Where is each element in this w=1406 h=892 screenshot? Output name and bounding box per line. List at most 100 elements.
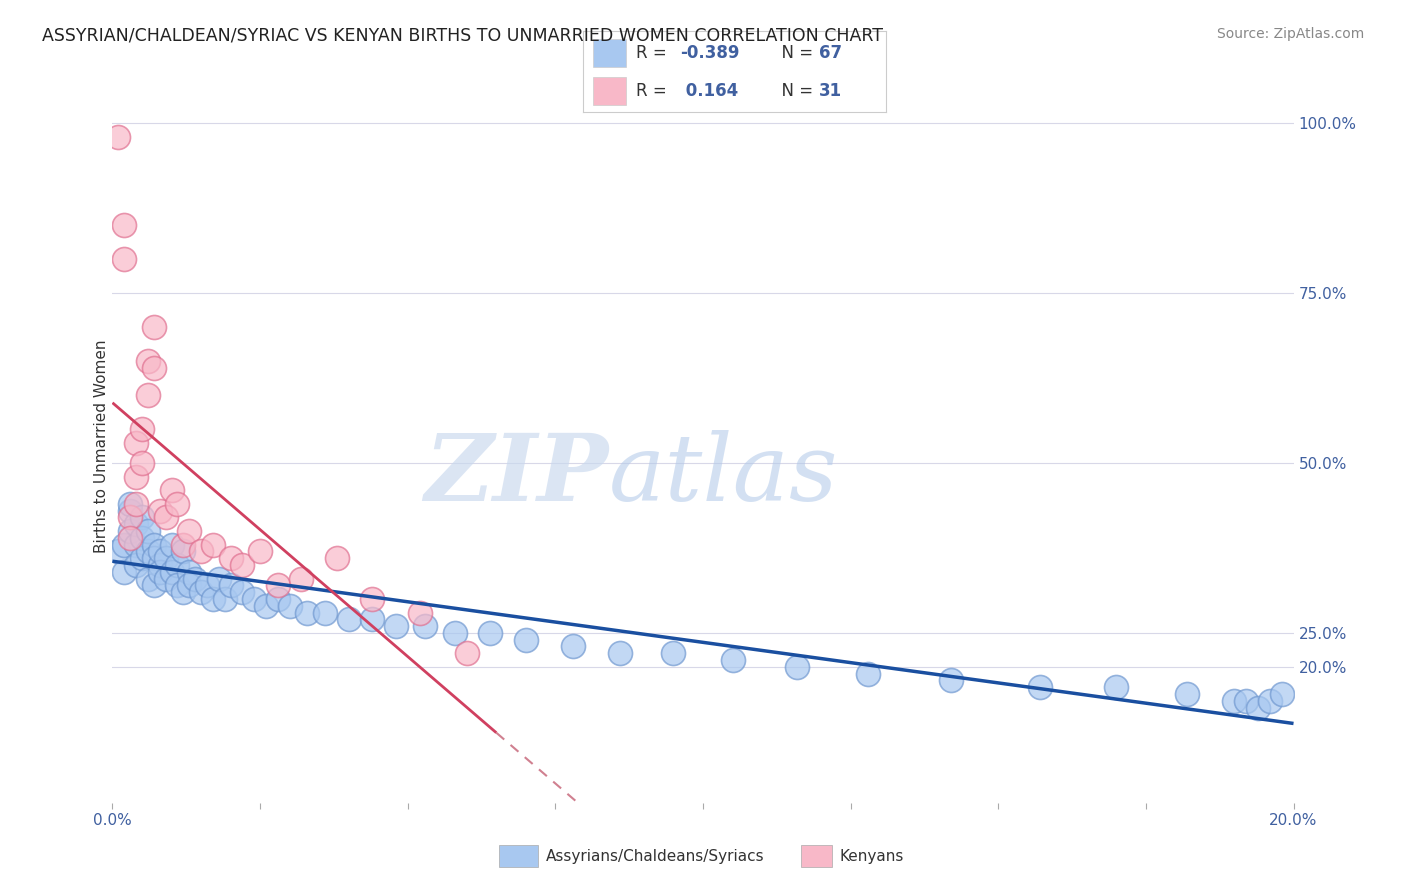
Text: 31: 31 — [820, 82, 842, 100]
Point — [361, 591, 384, 606]
Point — [385, 619, 408, 633]
Point — [166, 558, 188, 572]
Point — [120, 497, 142, 511]
Point — [155, 510, 177, 524]
Text: ASSYRIAN/CHALDEAN/SYRIAC VS KENYAN BIRTHS TO UNMARRIED WOMEN CORRELATION CHART: ASSYRIAN/CHALDEAN/SYRIAC VS KENYAN BIRTH… — [42, 27, 883, 45]
Point — [120, 510, 142, 524]
Point — [195, 578, 218, 592]
Point — [721, 653, 744, 667]
Text: N =: N = — [770, 82, 818, 100]
Point — [172, 544, 194, 558]
Text: Kenyans: Kenyans — [839, 849, 904, 863]
Point — [112, 252, 135, 266]
Text: -0.389: -0.389 — [681, 45, 740, 62]
Point — [136, 524, 159, 538]
Point — [131, 531, 153, 545]
Point — [125, 469, 148, 483]
Point — [120, 531, 142, 545]
Point — [1247, 700, 1270, 714]
Point — [858, 666, 880, 681]
Point — [1258, 694, 1281, 708]
FancyBboxPatch shape — [592, 77, 626, 105]
Point — [254, 599, 277, 613]
Point — [231, 558, 253, 572]
Point — [184, 572, 207, 586]
Point — [131, 551, 153, 566]
Point — [149, 544, 172, 558]
Point — [120, 503, 142, 517]
Text: R =: R = — [637, 45, 672, 62]
Point — [1105, 680, 1128, 694]
Point — [112, 218, 135, 232]
Point — [136, 354, 159, 368]
Text: 0.164: 0.164 — [681, 82, 738, 100]
Point — [125, 537, 148, 551]
Point — [1028, 680, 1050, 694]
Point — [190, 544, 212, 558]
Point — [179, 524, 201, 538]
Point — [231, 585, 253, 599]
Point — [786, 660, 808, 674]
Point — [201, 591, 224, 606]
Point — [290, 572, 312, 586]
Point — [125, 558, 148, 572]
Point — [361, 612, 384, 626]
Point — [107, 129, 129, 144]
Point — [125, 497, 148, 511]
Point — [456, 646, 478, 660]
Point — [155, 572, 177, 586]
Point — [214, 591, 236, 606]
Point — [267, 578, 290, 592]
Point — [408, 606, 430, 620]
Point — [219, 578, 242, 592]
Point — [136, 572, 159, 586]
Point — [179, 565, 201, 579]
Point — [160, 483, 183, 498]
Point — [160, 565, 183, 579]
Point — [112, 537, 135, 551]
Point — [166, 497, 188, 511]
Point — [1271, 687, 1294, 701]
Point — [326, 551, 349, 566]
Point — [1234, 694, 1257, 708]
Point — [515, 632, 537, 647]
Point — [155, 551, 177, 566]
Y-axis label: Births to Unmarried Women: Births to Unmarried Women — [94, 339, 108, 553]
Point — [172, 585, 194, 599]
Point — [142, 578, 165, 592]
Point — [125, 435, 148, 450]
Point — [142, 320, 165, 334]
Point — [125, 517, 148, 532]
Text: Source: ZipAtlas.com: Source: ZipAtlas.com — [1216, 27, 1364, 41]
Point — [149, 565, 172, 579]
Point — [201, 537, 224, 551]
Point — [149, 503, 172, 517]
Point — [112, 565, 135, 579]
Text: 67: 67 — [820, 45, 842, 62]
Point — [609, 646, 631, 660]
Text: N =: N = — [770, 45, 818, 62]
Point — [131, 456, 153, 470]
Point — [1223, 694, 1246, 708]
Point — [249, 544, 271, 558]
Point — [219, 551, 242, 566]
Point — [131, 510, 153, 524]
Point — [107, 544, 129, 558]
Point — [243, 591, 266, 606]
Point — [149, 558, 172, 572]
Text: ZIP: ZIP — [425, 430, 609, 519]
Point — [136, 544, 159, 558]
Point — [1175, 687, 1198, 701]
Text: atlas: atlas — [609, 430, 838, 519]
Point — [172, 537, 194, 551]
Text: R =: R = — [637, 82, 672, 100]
Point — [267, 591, 290, 606]
Point — [278, 599, 301, 613]
Point — [208, 572, 231, 586]
Text: Assyrians/Chaldeans/Syriacs: Assyrians/Chaldeans/Syriacs — [546, 849, 763, 863]
Point — [142, 537, 165, 551]
Point — [662, 646, 685, 660]
Point — [179, 578, 201, 592]
Point — [939, 673, 962, 688]
Point — [444, 626, 467, 640]
